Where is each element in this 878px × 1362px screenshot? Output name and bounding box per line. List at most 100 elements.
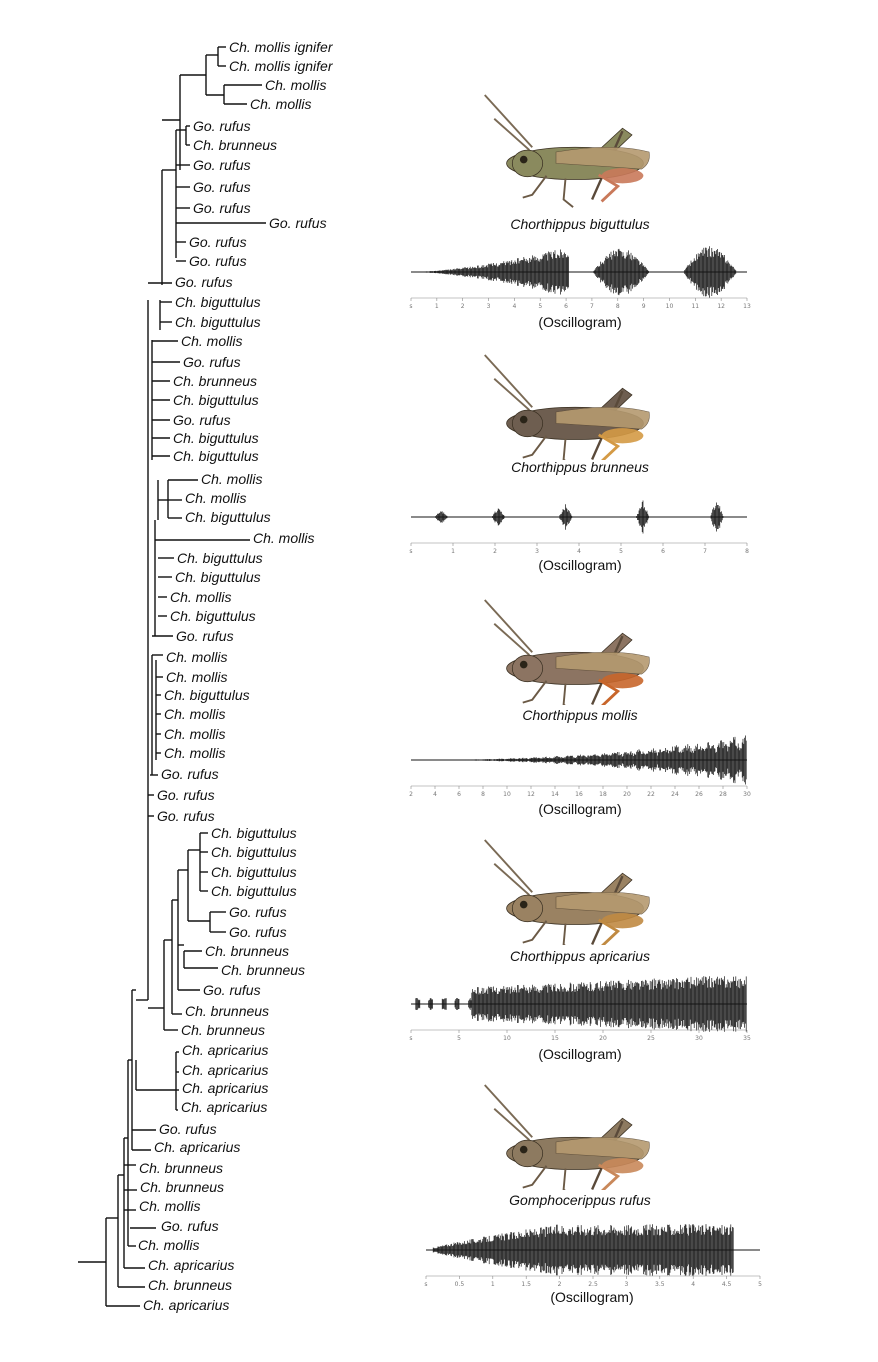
waveform bbox=[411, 735, 747, 785]
oscillogram-tick-label: 4 bbox=[577, 548, 581, 555]
waveform bbox=[426, 1224, 760, 1276]
oscillogram-tick-label: 12 bbox=[527, 791, 535, 798]
waveform bbox=[411, 976, 747, 1032]
oscillogram-mollis: 2 4 6 8 10 12 14 16 18 20 22 24 26 28 30 bbox=[409, 735, 751, 798]
tree-leaf-label: Ch. apricarius bbox=[182, 1080, 268, 1096]
grasshopper-image-biguttulus bbox=[484, 94, 650, 208]
tree-leaf-label: Go. rufus bbox=[157, 808, 215, 824]
tree-leaf-label: Ch. brunneus bbox=[181, 1022, 265, 1038]
oscillogram-tick-label: 25 bbox=[647, 1035, 655, 1042]
tree-leaf-label: Ch. mollis bbox=[201, 471, 262, 487]
oscillogram-tick-label: 26 bbox=[695, 791, 703, 798]
tree-leaf-label: Ch. brunneus bbox=[148, 1277, 232, 1293]
tree-leaf-label: Ch. biguttulus bbox=[173, 392, 259, 408]
oscillogram-rufus: s 0.5 1 1.5 2 2.5 3 3.5 4 4.5 5 bbox=[424, 1224, 762, 1288]
oscillogram-tick-label: 4 bbox=[433, 791, 437, 798]
oscillogram-tick-label: 20 bbox=[599, 1035, 607, 1042]
tree-leaf-label: Ch. mollis bbox=[265, 77, 326, 93]
grasshopper-image-apricarius bbox=[484, 839, 650, 945]
tree-leaf-label: Go. rufus bbox=[173, 412, 231, 428]
tree-leaf-label: Ch. apricarius bbox=[181, 1099, 267, 1115]
oscillogram-tick-label: 20 bbox=[623, 791, 631, 798]
oscillogram-apricarius: s 5 10 15 20 25 30 35 bbox=[409, 976, 751, 1042]
phylogenetic-tree: Ch. mollis ignifer Ch. mollis ignifer Ch. … bbox=[78, 39, 334, 1313]
species-caption-rufus: Gomphocerippus rufus bbox=[509, 1192, 651, 1208]
oscillogram-tick-label: 8 bbox=[745, 548, 749, 555]
tree-leaf-label: Go. rufus bbox=[193, 157, 251, 173]
oscillogram-tick-label: 16 bbox=[575, 791, 583, 798]
oscillogram-tick-label: 3.5 bbox=[655, 1281, 665, 1288]
oscillogram-tick-label: 2 bbox=[409, 791, 413, 798]
tree-leaf-label: Ch. mollis bbox=[164, 745, 225, 761]
tree-leaf-label: Go. rufus bbox=[161, 766, 219, 782]
species-caption-apricarius: Chorthippus apricarius bbox=[509, 948, 651, 964]
tree-leaf-label: Ch. brunneus bbox=[173, 373, 257, 389]
oscillogram-tick-label: 10 bbox=[503, 791, 511, 798]
tree-leaf-label: Ch. biguttulus bbox=[175, 294, 261, 310]
oscillogram-label-apricarius: (Oscillogram) bbox=[538, 1046, 622, 1062]
tree-leaf-label: Ch. mollis ignifer bbox=[229, 58, 334, 74]
tree-leaf-label: Ch. biguttulus bbox=[175, 569, 261, 585]
tree-leaf-label: Ch. mollis bbox=[250, 96, 311, 112]
tree-leaf-label: Ch. mollis bbox=[138, 1237, 199, 1253]
oscillogram-tick-label: s bbox=[409, 303, 412, 310]
tree-leaf-label: Ch. mollis bbox=[139, 1198, 200, 1214]
tree-leaf-label: Go. rufus bbox=[183, 354, 241, 370]
species-caption-biguttulus: Chorthippus biguttulus bbox=[510, 216, 650, 232]
tree-leaf-label: Ch. mollis bbox=[185, 490, 246, 506]
tree-leaf-label: Ch. apricarius bbox=[148, 1257, 234, 1273]
tree-leaf-label: Go. rufus bbox=[193, 118, 251, 134]
tree-leaf-label: Go. rufus bbox=[269, 215, 327, 231]
oscillogram-tick-label: 15 bbox=[551, 1035, 559, 1042]
grasshopper-drawing bbox=[484, 1084, 650, 1190]
oscillogram-tick-label: 10 bbox=[503, 1035, 511, 1042]
oscillogram-tick-label: 1 bbox=[435, 303, 439, 310]
tree-leaf-label: Go. rufus bbox=[159, 1121, 217, 1137]
tree-leaf-label: Go. rufus bbox=[193, 200, 251, 216]
tree-leaf-label: Ch. brunneus bbox=[140, 1179, 224, 1195]
oscillogram-tick-label: 12 bbox=[717, 303, 725, 310]
tree-leaf-label: Ch. biguttulus bbox=[164, 687, 250, 703]
tree-leaf-label: Ch. biguttulus bbox=[185, 509, 271, 525]
tree-leaf-label: Ch. mollis bbox=[164, 706, 225, 722]
oscillogram-label-biguttulus: (Oscillogram) bbox=[538, 314, 622, 330]
tree-leaf-label: Go. rufus bbox=[157, 787, 215, 803]
oscillogram-tick-label: 5 bbox=[457, 1035, 461, 1042]
oscillogram-tick-label: s bbox=[409, 1035, 412, 1042]
tree-leaf-label: Ch. biguttulus bbox=[173, 448, 259, 464]
oscillogram-tick-label: 28 bbox=[719, 791, 727, 798]
tree-leaf-label: Ch. apricarius bbox=[182, 1042, 268, 1058]
oscillogram-tick-label: 0.5 bbox=[455, 1281, 465, 1288]
grasshopper-drawing bbox=[484, 839, 650, 945]
tree-leaf-label: Ch. brunneus bbox=[205, 943, 289, 959]
oscillogram-tick-label: 35 bbox=[743, 1035, 751, 1042]
tree-leaf-label: Ch. brunneus bbox=[221, 962, 305, 978]
tree-leaf-label: Ch. mollis bbox=[170, 589, 231, 605]
oscillogram-tick-label: 2 bbox=[461, 303, 465, 310]
grasshopper-image-mollis bbox=[484, 599, 650, 705]
oscillogram-tick-label: 22 bbox=[647, 791, 655, 798]
oscillogram-tick-label: 5 bbox=[619, 548, 623, 555]
tree-leaf-label: Ch. biguttulus bbox=[211, 844, 297, 860]
species-caption-brunneus: Chorthippus brunneus bbox=[511, 459, 649, 475]
oscillogram-tick-label: 11 bbox=[691, 303, 699, 310]
oscillogram-tick-label: 2 bbox=[493, 548, 497, 555]
tree-leaf-label: Ch. apricarius bbox=[143, 1297, 229, 1313]
grasshopper-image-brunneus bbox=[484, 354, 650, 460]
oscillogram-brunneus: s 1 2 3 4 5 6 7 8 bbox=[409, 500, 749, 555]
oscillogram-tick-label: 7 bbox=[703, 548, 707, 555]
oscillogram-tick-label: s bbox=[409, 548, 412, 555]
oscillogram-tick-label: 6 bbox=[564, 303, 568, 310]
grasshopper-drawing bbox=[484, 354, 650, 460]
tree-leaf-label: Ch. mollis ignifer bbox=[229, 39, 334, 55]
tree-leaf-label: Ch. mollis bbox=[166, 649, 227, 665]
tree-leaf-label: Go. rufus bbox=[176, 628, 234, 644]
oscillogram-biguttulus: s 1 2 3 4 5 6 7 8 9 10 11 12 13 bbox=[409, 246, 751, 310]
oscillogram-label-rufus: (Oscillogram) bbox=[550, 1289, 634, 1305]
tree-leaf-label: Ch. apricarius bbox=[154, 1139, 240, 1155]
waveform bbox=[411, 500, 747, 534]
oscillogram-tick-label: 4 bbox=[691, 1281, 695, 1288]
oscillogram-label-mollis: (Oscillogram) bbox=[538, 801, 622, 817]
tree-leaf-label: Ch. apricarius bbox=[182, 1062, 268, 1078]
oscillogram-tick-label: 5 bbox=[758, 1281, 762, 1288]
